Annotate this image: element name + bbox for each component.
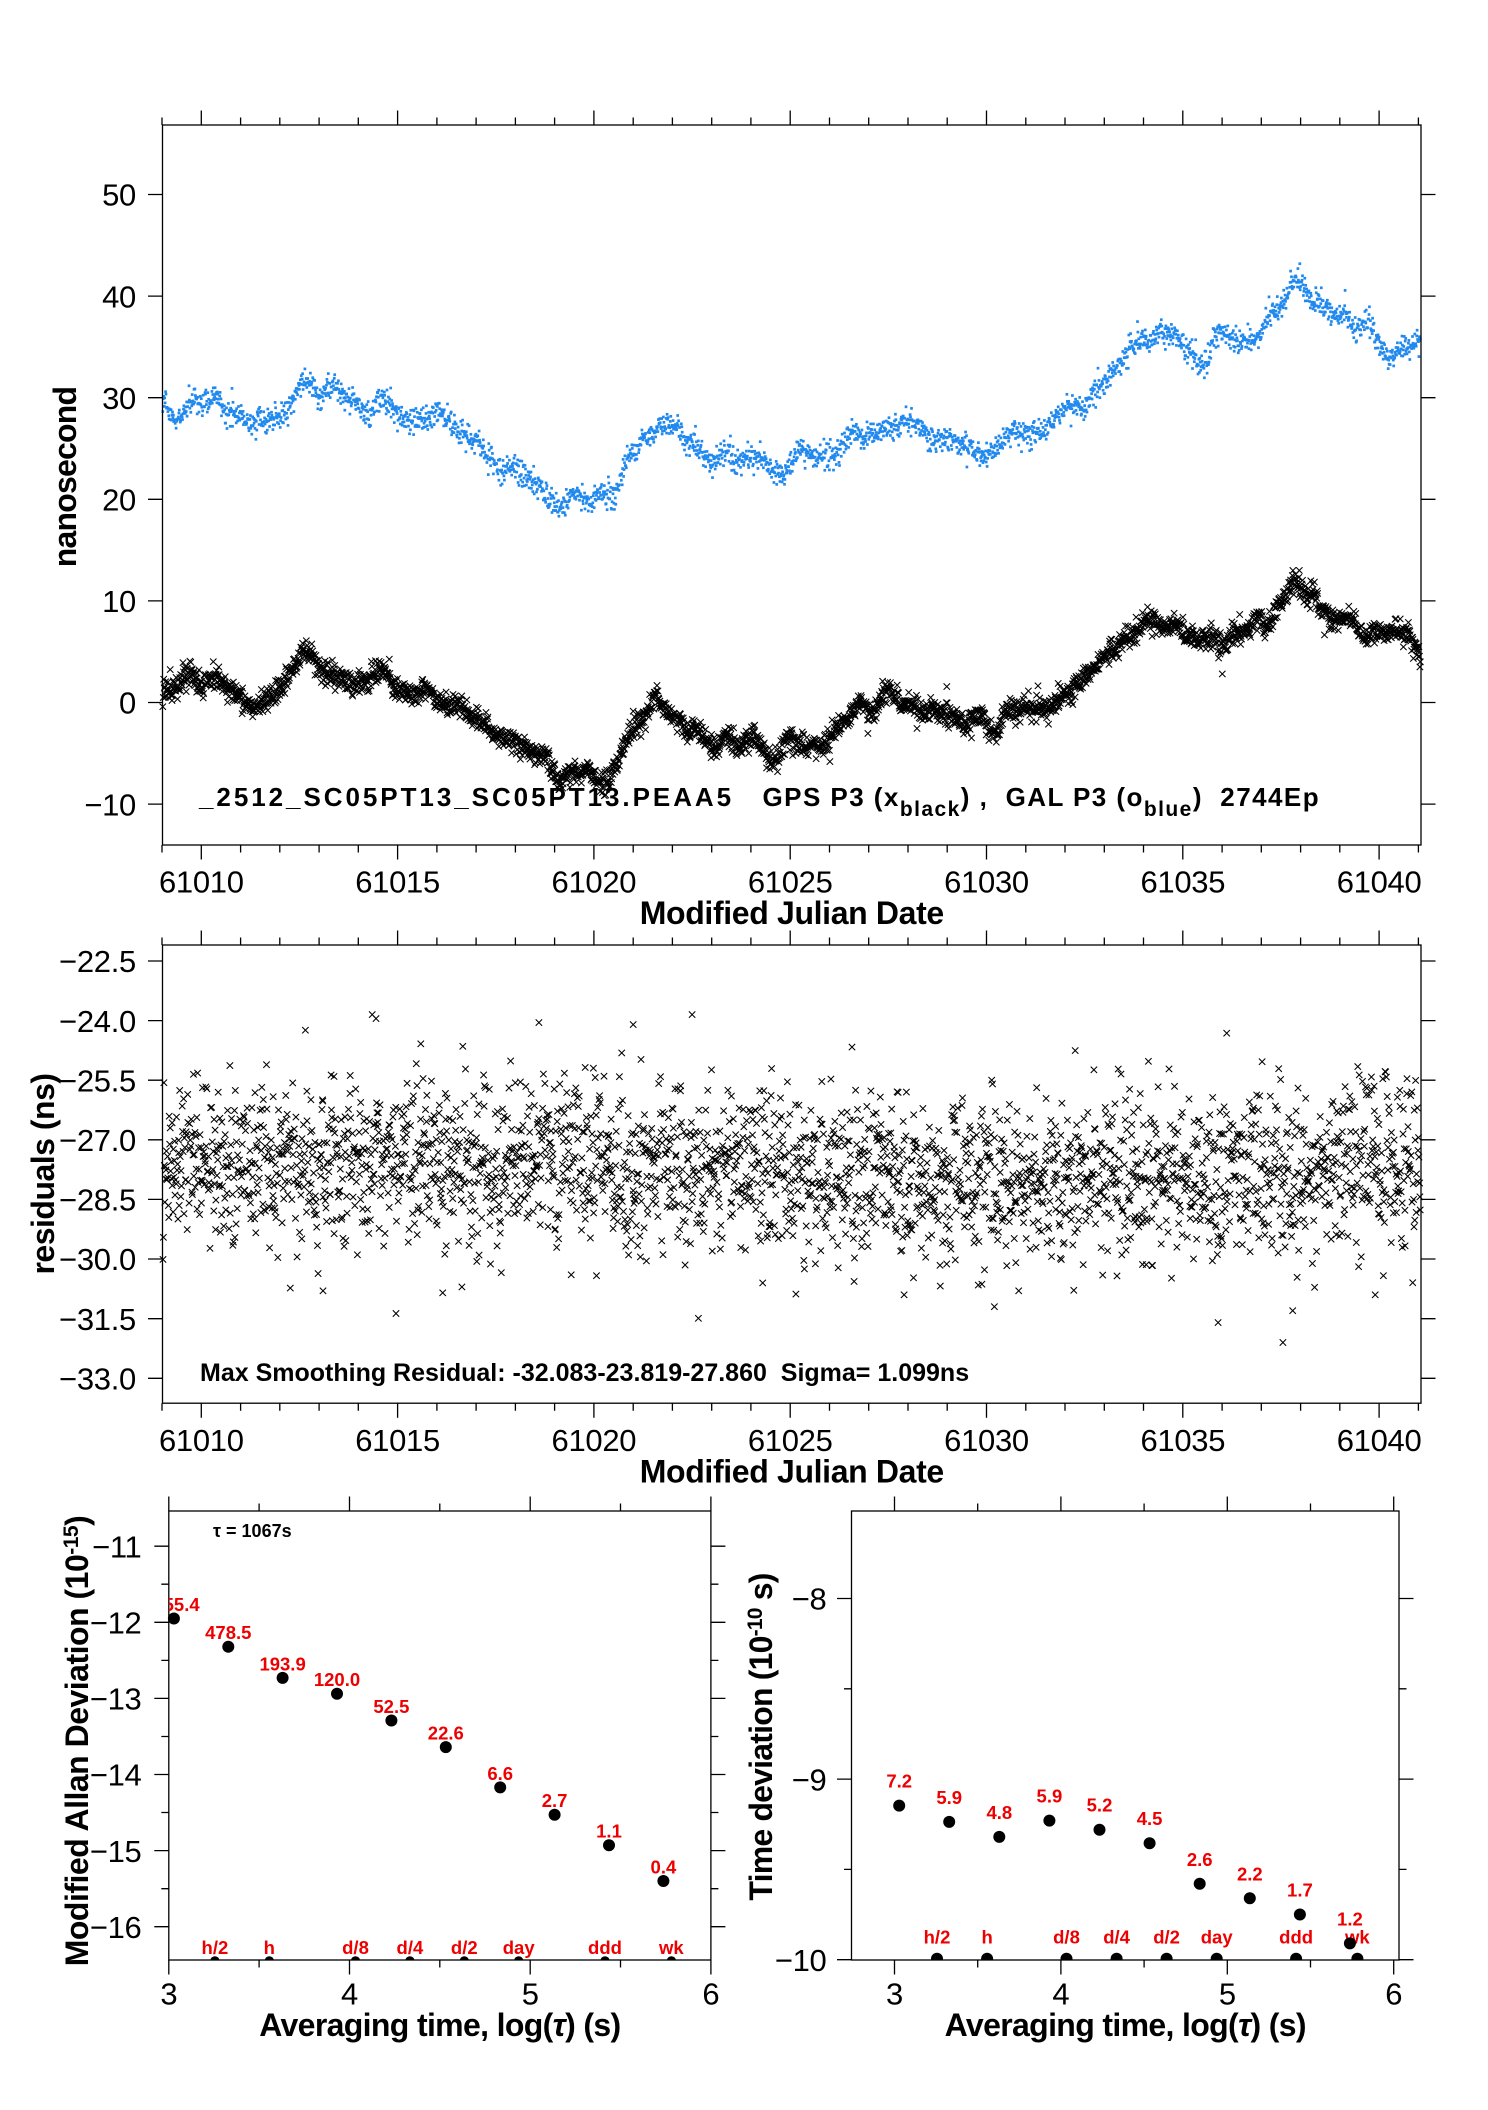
svg-text:nanosecond: nanosecond — [47, 387, 83, 567]
svg-text:61040: 61040 — [1337, 865, 1422, 900]
svg-text:−10: −10 — [84, 787, 136, 822]
svg-text:61030: 61030 — [944, 1423, 1029, 1458]
svg-text:52.5: 52.5 — [373, 1696, 409, 1717]
svg-text:120.0: 120.0 — [314, 1669, 360, 1690]
svg-text:residuals (ns): residuals (ns) — [25, 1073, 61, 1274]
svg-text:5.9: 5.9 — [936, 1787, 962, 1808]
svg-text:Averaging time, log(τ) (s): Averaging time, log(τ) (s) — [945, 2007, 1306, 2043]
svg-text:−9: −9 — [792, 1762, 827, 1797]
svg-text:30: 30 — [102, 381, 136, 416]
svg-text:−16: −16 — [90, 1910, 142, 1945]
svg-text:−12: −12 — [90, 1606, 142, 1641]
svg-text:1.1: 1.1 — [596, 1821, 622, 1842]
svg-text:Modified Allan Deviation (10-1: Modified Allan Deviation (10-15) — [59, 1516, 95, 1967]
svg-text:4.8: 4.8 — [986, 1802, 1012, 1823]
svg-text:4: 4 — [341, 1977, 358, 2012]
svg-text:5.9: 5.9 — [1037, 1786, 1063, 1807]
svg-text:d/4: d/4 — [1103, 1927, 1130, 1948]
svg-text:1.7: 1.7 — [1287, 1880, 1313, 1901]
svg-text:τ = 1067s: τ = 1067s — [213, 1521, 292, 1541]
svg-text:40: 40 — [102, 279, 136, 314]
svg-text:61015: 61015 — [355, 1423, 440, 1458]
svg-text:61020: 61020 — [552, 865, 637, 900]
svg-text:wk: wk — [658, 1937, 684, 1958]
svg-text:d/4: d/4 — [397, 1937, 424, 1958]
svg-text:2.6: 2.6 — [1187, 1849, 1213, 1870]
svg-text:−25.5: −25.5 — [59, 1063, 136, 1098]
svg-text:193.9: 193.9 — [259, 1653, 305, 1674]
svg-text:d/2: d/2 — [451, 1937, 478, 1958]
svg-text:−22.5: −22.5 — [59, 944, 136, 979]
svg-text:10: 10 — [102, 584, 136, 619]
svg-text:Modified Julian Date: Modified Julian Date — [640, 895, 944, 931]
svg-text:−33.0: −33.0 — [59, 1362, 136, 1397]
svg-text:61025: 61025 — [748, 1423, 833, 1458]
svg-text:−10: −10 — [775, 1943, 827, 1978]
svg-text:0.4: 0.4 — [651, 1856, 677, 1877]
svg-text:h: h — [264, 1937, 275, 1958]
svg-text:−31.5: −31.5 — [59, 1302, 136, 1337]
svg-text:ddd: ddd — [1279, 1927, 1313, 1948]
svg-text:61010: 61010 — [159, 1423, 244, 1458]
svg-text:−8: −8 — [792, 1582, 827, 1617]
svg-text:655.4: 655.4 — [153, 1594, 200, 1615]
svg-text:6: 6 — [1385, 1977, 1402, 2012]
svg-text:20: 20 — [102, 483, 136, 518]
svg-text:Modified Julian Date: Modified Julian Date — [640, 1453, 944, 1489]
svg-text:61030: 61030 — [944, 865, 1029, 900]
svg-text:Max Smoothing Residual: -32.08: Max Smoothing Residual: -32.083-23.819-2… — [200, 1359, 969, 1387]
svg-text:6.6: 6.6 — [487, 1763, 513, 1784]
svg-text:7.2: 7.2 — [886, 1771, 912, 1792]
svg-text:4.5: 4.5 — [1137, 1808, 1163, 1829]
svg-text:ddd: ddd — [588, 1937, 622, 1958]
svg-text:Averaging time, log(τ) (s): Averaging time, log(τ) (s) — [259, 2007, 620, 2043]
svg-text:0: 0 — [119, 686, 136, 721]
svg-text:h/2: h/2 — [924, 1927, 951, 1948]
svg-text:5.2: 5.2 — [1087, 1795, 1113, 1816]
svg-text:d/8: d/8 — [1053, 1927, 1080, 1948]
svg-text:1.2: 1.2 — [1337, 1908, 1363, 1929]
svg-text:−13: −13 — [90, 1682, 142, 1717]
svg-text:61035: 61035 — [1140, 1423, 1225, 1458]
svg-text:day: day — [503, 1937, 536, 1958]
svg-text:3: 3 — [886, 1977, 903, 2012]
svg-text:61010: 61010 — [159, 865, 244, 900]
svg-text:−28.5: −28.5 — [59, 1183, 136, 1218]
svg-text:61020: 61020 — [552, 1423, 637, 1458]
svg-text:−11: −11 — [92, 1529, 141, 1564]
svg-text:61015: 61015 — [355, 865, 440, 900]
svg-text:61035: 61035 — [1140, 865, 1225, 900]
svg-text:2.2: 2.2 — [1237, 1863, 1263, 1884]
svg-text:h: h — [981, 1927, 992, 1948]
svg-text:_2512_SC05PT13_SC05PT13.PEAA5: _2512_SC05PT13_SC05PT13.PEAA5 — [198, 782, 734, 812]
svg-text:2.7: 2.7 — [542, 1790, 568, 1811]
svg-text:3: 3 — [160, 1977, 177, 2012]
svg-text:4: 4 — [1052, 1977, 1069, 2012]
svg-text:−15: −15 — [90, 1834, 142, 1869]
svg-text:d/8: d/8 — [342, 1937, 369, 1958]
svg-text:5: 5 — [1219, 1977, 1236, 2012]
svg-text:−30.0: −30.0 — [59, 1242, 136, 1277]
svg-text:−14: −14 — [90, 1758, 142, 1793]
svg-text:−24.0: −24.0 — [59, 1004, 136, 1039]
svg-text:d/2: d/2 — [1153, 1927, 1180, 1948]
svg-text:61040: 61040 — [1337, 1423, 1422, 1458]
svg-text:−27.0: −27.0 — [59, 1123, 136, 1158]
svg-text:478.5: 478.5 — [205, 1622, 251, 1643]
svg-text:50: 50 — [102, 178, 136, 213]
svg-text:h/2: h/2 — [202, 1937, 229, 1958]
svg-text:5: 5 — [522, 1977, 539, 2012]
svg-text:6: 6 — [702, 1977, 719, 2012]
svg-text:day: day — [1201, 1927, 1234, 1948]
svg-text:61025: 61025 — [748, 865, 833, 900]
svg-text:22.6: 22.6 — [428, 1723, 464, 1744]
